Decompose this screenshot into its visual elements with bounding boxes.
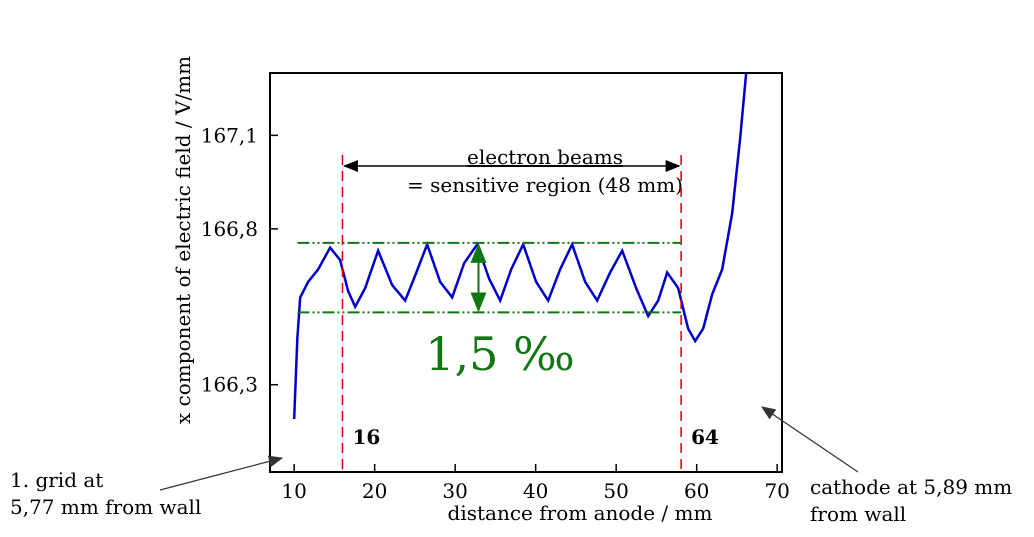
y-tick-label: 166,8: [201, 217, 258, 241]
annotation: 5,77 mm from wall: [10, 495, 201, 519]
band-label: 1,5 ‰: [425, 327, 575, 381]
x-tick-label: 70: [764, 479, 789, 503]
x-tick-label: 20: [362, 479, 387, 503]
y-tick-label: 167,1: [201, 123, 258, 147]
x-tick-label: 60: [684, 479, 709, 503]
boundary-label: 16: [352, 425, 380, 449]
x-tick-label: 50: [603, 479, 628, 503]
x-tick-label: 10: [281, 479, 306, 503]
pointer-arrow: [159, 455, 284, 491]
pointer-arrow: [761, 406, 859, 473]
annotation: from wall: [810, 502, 906, 526]
boundary-label: 64: [691, 425, 719, 449]
annotation: 1. grid at: [10, 468, 103, 492]
y-axis-label: x component of electric field / V/mm: [171, 56, 195, 424]
y-tick-label: 166,3: [201, 373, 258, 397]
x-tick-label: 30: [442, 479, 467, 503]
annotation: cathode at 5,89 mm: [810, 475, 1012, 499]
x-tick-label: 40: [523, 479, 548, 503]
x-axis-label: distance from anode / mm: [448, 501, 713, 525]
annotation: = sensitive region (48 mm): [407, 173, 683, 197]
plot-frame: [269, 72, 783, 473]
data-line: [292, 72, 748, 420]
